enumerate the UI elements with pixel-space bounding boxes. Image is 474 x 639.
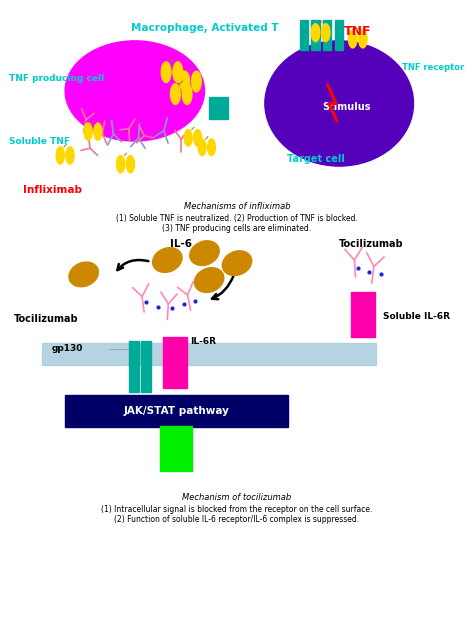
Ellipse shape — [348, 30, 357, 48]
Text: (2) Function of soluble IL-6 receptor/IL-6 complex is suppressed.: (2) Function of soluble IL-6 receptor/IL… — [114, 515, 360, 524]
Ellipse shape — [191, 71, 201, 92]
FancyBboxPatch shape — [160, 426, 192, 471]
Text: JAK/STAT pathway: JAK/STAT pathway — [124, 406, 229, 416]
Text: Infliximab: Infliximab — [23, 185, 82, 196]
Ellipse shape — [194, 268, 224, 293]
Ellipse shape — [66, 147, 74, 164]
Text: Target cell: Target cell — [287, 153, 345, 164]
Text: IL-6R: IL-6R — [191, 337, 217, 346]
Text: Mechanisms of infliximab: Mechanisms of infliximab — [184, 203, 290, 212]
Text: TNF: TNF — [344, 25, 372, 38]
FancyBboxPatch shape — [335, 20, 343, 50]
FancyBboxPatch shape — [42, 343, 376, 365]
Ellipse shape — [190, 241, 219, 265]
Text: (3) TNF producing cells are eliminated.: (3) TNF producing cells are eliminated. — [163, 224, 311, 233]
Text: Stimulus: Stimulus — [322, 102, 370, 112]
FancyBboxPatch shape — [163, 337, 187, 389]
Ellipse shape — [222, 250, 252, 275]
FancyBboxPatch shape — [300, 20, 308, 50]
Ellipse shape — [321, 24, 330, 42]
Text: (1) Soluble TNF is neutralized. (2) Production of TNF is blocked.: (1) Soluble TNF is neutralized. (2) Prod… — [116, 214, 358, 223]
Ellipse shape — [161, 62, 171, 82]
Ellipse shape — [65, 41, 204, 141]
FancyBboxPatch shape — [351, 292, 375, 337]
Ellipse shape — [194, 130, 201, 146]
Text: TNF producing cell: TNF producing cell — [9, 74, 105, 83]
Ellipse shape — [311, 24, 320, 42]
Ellipse shape — [117, 155, 125, 173]
Ellipse shape — [359, 30, 367, 48]
FancyBboxPatch shape — [141, 341, 151, 392]
Ellipse shape — [173, 62, 182, 82]
Ellipse shape — [184, 130, 192, 146]
Ellipse shape — [182, 84, 192, 104]
Text: (1) Intracellular signal is blocked from the receptor on the cell surface.: (1) Intracellular signal is blocked from… — [101, 505, 373, 514]
Text: Tocilizumab: Tocilizumab — [14, 314, 79, 325]
Text: Soluble TNF: Soluble TNF — [9, 137, 70, 146]
Ellipse shape — [208, 139, 215, 155]
Text: Macrophage, Activated T: Macrophage, Activated T — [131, 23, 278, 33]
Ellipse shape — [56, 147, 64, 164]
Text: Tocilizumab: Tocilizumab — [339, 240, 404, 249]
Ellipse shape — [69, 262, 99, 287]
Ellipse shape — [153, 248, 182, 272]
Ellipse shape — [84, 123, 92, 140]
Text: TNF receptor: TNF receptor — [402, 63, 465, 72]
FancyBboxPatch shape — [129, 341, 139, 392]
Text: IL-6: IL-6 — [170, 240, 192, 249]
Text: Mechanism of tocilizumab: Mechanism of tocilizumab — [182, 493, 292, 502]
Ellipse shape — [127, 155, 135, 173]
Ellipse shape — [180, 71, 190, 92]
Ellipse shape — [94, 123, 102, 140]
Ellipse shape — [265, 41, 413, 166]
Ellipse shape — [171, 84, 180, 104]
Text: gp130: gp130 — [51, 344, 82, 353]
FancyBboxPatch shape — [209, 97, 228, 119]
FancyBboxPatch shape — [323, 20, 331, 50]
Text: Soluble IL-6R: Soluble IL-6R — [383, 312, 450, 321]
FancyBboxPatch shape — [311, 20, 319, 50]
FancyBboxPatch shape — [65, 395, 288, 427]
Ellipse shape — [198, 139, 206, 155]
